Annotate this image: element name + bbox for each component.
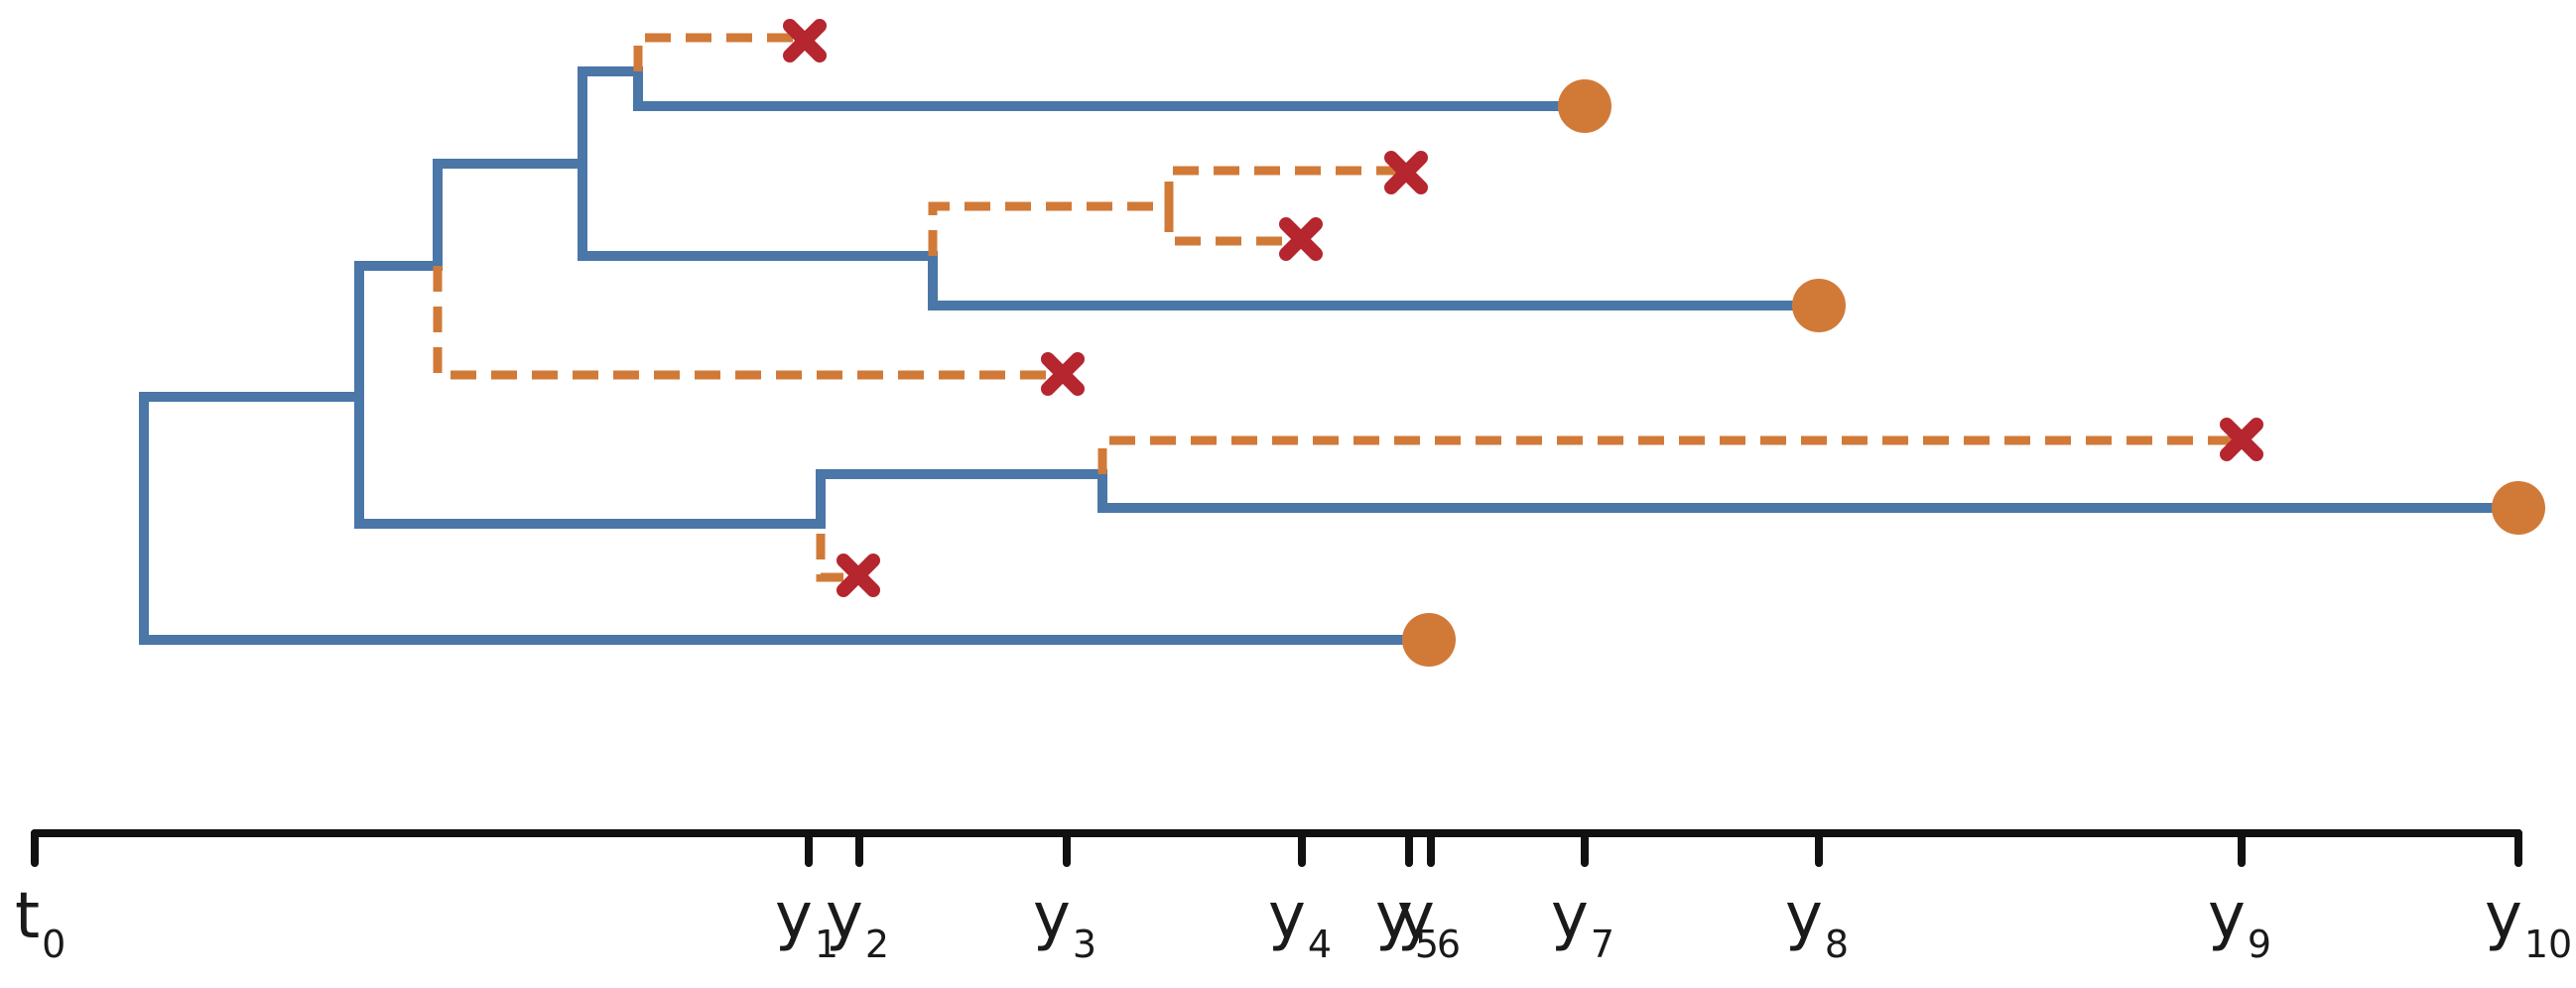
axis-label-y4: y4 bbox=[1268, 880, 1332, 966]
axis-label-symbol: y bbox=[2208, 880, 2246, 953]
axis-label-symbol: y bbox=[2485, 880, 2522, 953]
axis-label-subscript: 0 bbox=[42, 923, 65, 966]
axis-label-y8: y8 bbox=[1785, 880, 1849, 966]
axis-label-symbol: y bbox=[1785, 880, 1823, 953]
axis-label-y1: y1 bbox=[775, 880, 838, 966]
node-c-lower-branch bbox=[578, 251, 1824, 310]
extinct-marker-y3 bbox=[1041, 352, 1085, 396]
sampled-tips bbox=[1402, 79, 2545, 667]
axis-label-y6: y6 bbox=[1397, 880, 1461, 966]
axis-label-subscript: 9 bbox=[2248, 923, 2271, 966]
extinct-marker-y9 bbox=[2220, 418, 2263, 461]
axis-label-subscript: 8 bbox=[1825, 923, 1849, 966]
node-a-lower-branch bbox=[354, 469, 2523, 529]
axis-label-symbol: y bbox=[826, 880, 863, 953]
axis-label-subscript: 6 bbox=[1437, 923, 1461, 966]
axis-label-t0: t0 bbox=[15, 880, 65, 966]
extinct-lineage-y3 bbox=[433, 266, 1060, 380]
sampled-tip-y10 bbox=[2492, 481, 2545, 535]
extinct-tips bbox=[783, 19, 2263, 597]
extinct-lineages bbox=[433, 33, 2239, 582]
axis-label-symbol: y bbox=[1268, 880, 1306, 953]
axis-label-subscript: 3 bbox=[1073, 923, 1096, 966]
observed-tree bbox=[139, 66, 2523, 645]
extinct-lineage-y1 bbox=[633, 33, 801, 71]
sampled-tip-y7 bbox=[1558, 79, 1611, 133]
axis-label-subscript: 2 bbox=[865, 923, 889, 966]
extinct-lineage-y9 bbox=[1097, 435, 2239, 474]
axis-label-subscript: 7 bbox=[1591, 923, 1614, 966]
axis-label-y10: y10 bbox=[2485, 880, 2572, 966]
axis-label-y7: y7 bbox=[1551, 880, 1614, 966]
axis-label-symbol: y bbox=[1397, 880, 1435, 953]
extinct-marker-y1 bbox=[783, 19, 827, 62]
sampled-tip-y8 bbox=[1792, 279, 1846, 332]
extinct-lineage-y4 bbox=[1164, 206, 1296, 246]
axis-label-y3: y3 bbox=[1033, 880, 1096, 966]
axis-label-subscript: 4 bbox=[1308, 923, 1332, 966]
axis-label-subscript: 10 bbox=[2524, 923, 2572, 966]
axis-label-y5: y5 bbox=[1375, 880, 1439, 966]
sampled-tip-y6 bbox=[1402, 613, 1456, 667]
axis-label-symbol: y bbox=[775, 880, 813, 953]
axis-label-symbol: y bbox=[1551, 880, 1589, 953]
axis-label-symbol: y bbox=[1033, 880, 1071, 953]
axis-label-y2: y2 bbox=[826, 880, 889, 966]
time-axis-ticks bbox=[31, 829, 2522, 867]
node-c-upper-branch bbox=[578, 66, 1590, 111]
axis-label-symbol: y bbox=[1375, 880, 1413, 953]
axis-label-subscript: 5 bbox=[1415, 923, 1439, 966]
axis-label-symbol: t bbox=[15, 880, 40, 953]
axis-label-y9: y9 bbox=[2208, 880, 2271, 966]
axis-label-subscript: 1 bbox=[815, 923, 838, 966]
extinct-lineage-y2 bbox=[816, 534, 849, 582]
root-branch-lower bbox=[139, 392, 1434, 645]
extinct-marker-y4 bbox=[1279, 217, 1323, 261]
extinct-marker-y5 bbox=[1384, 151, 1428, 194]
extinct-marker-y2 bbox=[837, 554, 880, 597]
